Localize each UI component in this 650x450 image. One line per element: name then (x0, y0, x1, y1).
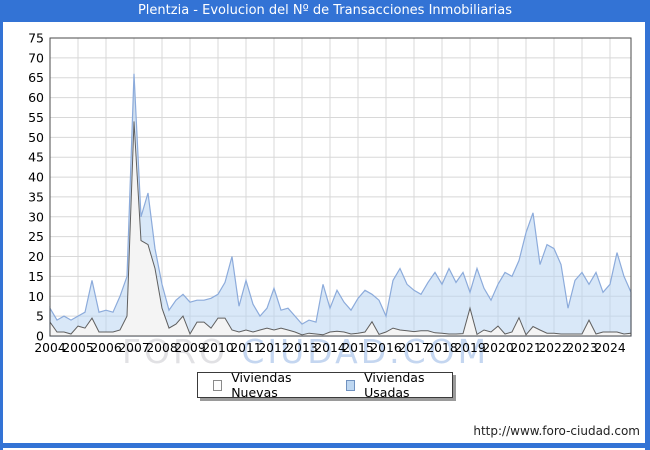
legend: Viviendas Nuevas Viviendas Usadas (197, 370, 453, 400)
bottom-border (0, 443, 650, 448)
watermark: FORO CIUDAD.COM (122, 332, 489, 371)
svg-text:2023: 2023 (566, 341, 597, 355)
svg-text:2016: 2016 (370, 341, 401, 355)
area-viviendas-nuevas (49, 121, 632, 337)
svg-text:2008: 2008 (146, 341, 177, 355)
footer-url: http://www.foro-ciudad.com (473, 424, 640, 438)
svg-text:25: 25 (28, 229, 44, 244)
left-border (0, 22, 3, 450)
svg-text:2019: 2019 (454, 341, 485, 355)
legend-label-viviendas-usadas: Viviendas Usadas (364, 370, 425, 400)
svg-text:20: 20 (28, 249, 44, 264)
svg-text:2010: 2010 (202, 341, 233, 355)
chart-title-bar: Plentzia - Evolucion del Nº de Transacci… (0, 0, 650, 22)
svg-text:0: 0 (36, 329, 44, 344)
chart-title: Plentzia - Evolucion del Nº de Transacci… (137, 3, 513, 18)
svg-text:2011: 2011 (230, 341, 261, 355)
svg-text:50: 50 (28, 130, 44, 145)
watermark-part1: FORO (122, 332, 242, 371)
svg-text:40: 40 (28, 170, 44, 185)
area-viviendas-usadas (49, 73, 632, 337)
svg-text:2014: 2014 (314, 341, 345, 355)
svg-text:2018: 2018 (426, 341, 457, 355)
right-border (645, 22, 650, 450)
legend-swatch-viviendas-nuevas (213, 379, 223, 391)
svg-text:70: 70 (28, 50, 44, 65)
svg-text:2012: 2012 (258, 341, 289, 355)
legend-label-viviendas-nuevas: Viviendas Nuevas (231, 370, 292, 400)
svg-text:30: 30 (28, 209, 44, 224)
svg-text:2006: 2006 (90, 341, 121, 355)
svg-text:15: 15 (28, 269, 44, 284)
watermark-part2: CIUDAD.COM (241, 332, 490, 371)
svg-text:5: 5 (36, 309, 44, 324)
svg-text:2013: 2013 (286, 341, 317, 355)
legend-swatch-viviendas-usadas (345, 379, 356, 391)
svg-text:2007: 2007 (118, 341, 149, 355)
x-axis-labels: 2004200520062007200820092010201120122013… (34, 341, 625, 355)
svg-text:2005: 2005 (62, 341, 93, 355)
svg-text:75: 75 (28, 31, 44, 46)
svg-text:35: 35 (28, 189, 44, 204)
svg-text:60: 60 (28, 90, 44, 105)
svg-text:2020: 2020 (482, 341, 513, 355)
svg-text:2017: 2017 (398, 341, 429, 355)
svg-text:10: 10 (28, 289, 44, 304)
svg-text:55: 55 (28, 110, 44, 125)
svg-text:65: 65 (28, 70, 44, 85)
svg-text:2024: 2024 (594, 341, 625, 355)
svg-text:45: 45 (28, 150, 44, 165)
svg-text:2004: 2004 (34, 341, 65, 355)
svg-text:2021: 2021 (510, 341, 541, 355)
svg-text:2015: 2015 (342, 341, 373, 355)
y-axis-labels: 0 5 10 15 20 25 30 35 40 45 50 55 60 65 70 75 (28, 31, 44, 344)
plot-border (49, 37, 632, 337)
svg-text:2022: 2022 (538, 341, 569, 355)
svg-text:2009: 2009 (174, 341, 205, 355)
